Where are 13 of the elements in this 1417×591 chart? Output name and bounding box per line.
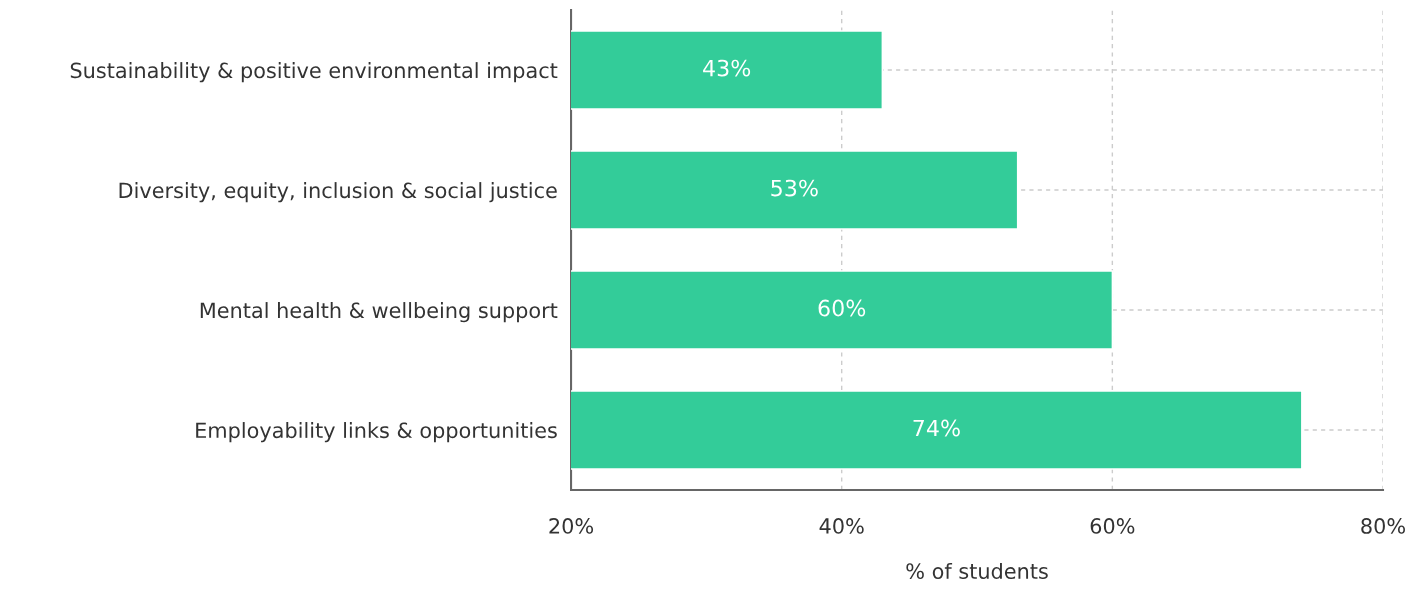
x-tick-label: 20% — [549, 518, 594, 534]
x-axis-title: % of students — [906, 562, 1048, 580]
y-tick-label: Mental health & wellbeing support — [200, 302, 558, 323]
x-tick-label: 40% — [819, 518, 864, 534]
data-label: 53% — [771, 179, 818, 197]
y-tick-label: Sustainability & positive environmental impact — [70, 62, 558, 83]
x-tick-label: 60% — [1090, 518, 1135, 534]
data-label: 74% — [913, 419, 960, 437]
x-tick-label: 80% — [1361, 518, 1405, 534]
data-label: 60% — [818, 299, 866, 317]
y-tick-label: Employability links & opportunities — [196, 422, 557, 443]
data-label: 43% — [703, 59, 751, 77]
y-tick-label: Diversity, equity, inclusion & social justice — [119, 182, 557, 203]
